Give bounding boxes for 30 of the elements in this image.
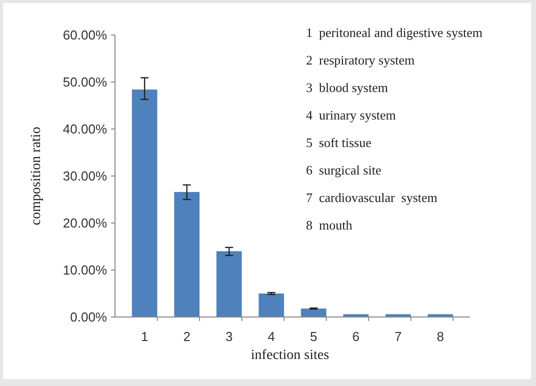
x-tick-label: 5 <box>310 329 318 344</box>
x-tick-label: 3 <box>225 329 233 344</box>
x-tick-label: 1 <box>140 329 148 344</box>
bar <box>174 192 200 317</box>
annotation: 7 cardiovascular system <box>306 190 438 205</box>
annotation: 5 soft tissue <box>306 135 372 150</box>
y-tick-label: 60.00% <box>62 28 108 43</box>
bar <box>216 251 242 317</box>
x-tick-label: 6 <box>352 329 360 344</box>
annotation: 1 peritoneal and digestive system <box>306 25 483 40</box>
x-tick-label: 7 <box>394 329 402 344</box>
y-tick-label: 50.00% <box>62 74 108 90</box>
y-axis-title: composition ratio <box>29 126 44 226</box>
annotation: 6 surgical site <box>306 162 382 178</box>
y-tick-label: 40.00% <box>62 122 108 137</box>
annotation: 8 mouth <box>306 218 353 232</box>
x-tick-label: 4 <box>268 329 275 344</box>
y-tick-label: 10.00% <box>62 262 108 278</box>
annotation: 2 respiratory system <box>306 52 415 68</box>
annotation: 4 urinary system <box>306 108 396 122</box>
x-axis-title: infection sites <box>250 348 330 363</box>
bar <box>258 294 284 317</box>
x-tick-label: 2 <box>183 329 190 344</box>
x-tick-label: 8 <box>436 329 444 344</box>
bar <box>132 90 158 317</box>
bar <box>300 308 326 317</box>
y-tick-label: 0.00% <box>70 310 108 325</box>
y-tick-label: 20.00% <box>62 216 108 231</box>
annotation: 3 blood system <box>306 80 388 95</box>
y-tick-label: 30.00% <box>62 168 108 184</box>
